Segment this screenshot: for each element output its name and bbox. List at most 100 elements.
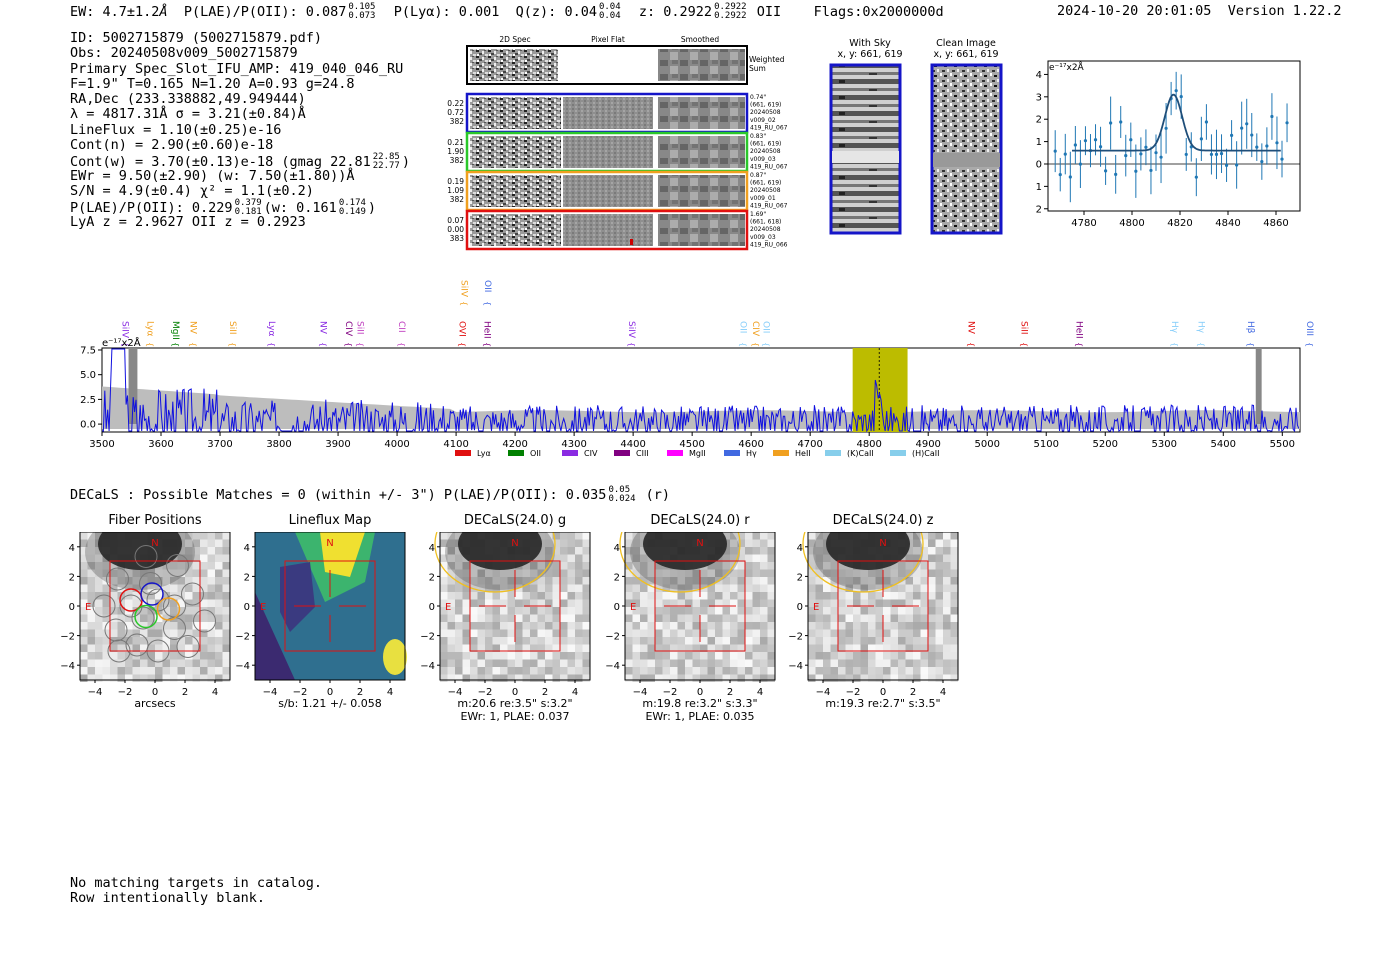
- image-pixel: [722, 569, 730, 577]
- image-pixel: [685, 644, 693, 652]
- cutout-row-value: 383: [450, 234, 465, 243]
- cutout-row-fiber-label: v009_03: [750, 156, 776, 163]
- image-pixel: [125, 629, 133, 637]
- image-pixel: [662, 592, 670, 600]
- image-pixel: [745, 622, 753, 630]
- image-pixel: [700, 599, 708, 607]
- image-pixel: [170, 607, 178, 615]
- image-pixel: [447, 592, 455, 600]
- north-marker: N: [879, 538, 886, 549]
- image-pixel: [640, 562, 648, 570]
- image-pixel: [515, 652, 523, 660]
- image-pixel: [192, 607, 200, 615]
- image-pixel: [632, 592, 640, 600]
- cutout-row-value: 1.90: [447, 147, 464, 156]
- image-pixel: [455, 637, 463, 645]
- info-sn: S/N = 4.9(±0.4) χ² = 1.1(±0.2): [70, 182, 314, 199]
- image-pixel: [530, 607, 538, 615]
- footer-line-2: Row intentionally blank.: [70, 890, 266, 906]
- image-pixel: [640, 577, 648, 585]
- zoom-data-point: [1109, 121, 1113, 125]
- image-pixel: [87, 547, 95, 555]
- cutout-row-fiber-label: (661, 619): [750, 141, 781, 148]
- image-pixel: [117, 637, 125, 645]
- image-pixel: [140, 614, 148, 622]
- image-pixel: [815, 614, 823, 622]
- spectrum-y-tick-label: 7.5: [80, 345, 96, 356]
- image-pixel: [883, 569, 891, 577]
- zoom-data-point: [1224, 163, 1229, 167]
- image-pixel: [898, 569, 906, 577]
- image-pixel: [222, 554, 230, 562]
- image-pixel: [808, 554, 816, 562]
- image-pixel: [707, 667, 715, 675]
- image-pixel: [192, 539, 200, 547]
- image-pixel: [767, 644, 775, 652]
- aperture-ellipse: [802, 532, 924, 593]
- image-pixel: [860, 637, 868, 645]
- image-pixel: [707, 607, 715, 615]
- image-pixel: [745, 539, 753, 547]
- image-pixel: [215, 667, 223, 675]
- image-pixel: [920, 577, 928, 585]
- image-pixel: [632, 659, 640, 667]
- image-pixel: [447, 667, 455, 675]
- image-pixel: [868, 659, 876, 667]
- zoom-data-point: [1194, 175, 1198, 179]
- image-pixel: [655, 584, 663, 592]
- image-pixel: [507, 629, 515, 637]
- image-pixel: [715, 652, 723, 660]
- cutout-row-fiber-label: 419_RU_067: [750, 124, 788, 131]
- with-sky-coords: x, y: 661, 619: [837, 49, 903, 60]
- zoom-data-point: [1285, 121, 1289, 125]
- image-pixel: [110, 584, 118, 592]
- image-pixel: [692, 569, 700, 577]
- cutout-2d-spec: [470, 175, 561, 207]
- image-pixel: [898, 614, 906, 622]
- image-pixel: [692, 659, 700, 667]
- image-pixel: [875, 644, 883, 652]
- image-pixel: [147, 659, 155, 667]
- image-pixel: [883, 614, 891, 622]
- image-pixel: [80, 539, 88, 547]
- image-pixel: [192, 637, 200, 645]
- image-pixel: [752, 674, 760, 682]
- image-pixel: [440, 674, 448, 682]
- image-pixel: [808, 569, 816, 577]
- image-pixel: [943, 592, 951, 600]
- spectrum-axes: 3500 3600 3700 3800 3900 4000 4100 4200 4300 4400…: [80, 345, 1295, 450]
- east-marker: E: [813, 602, 819, 613]
- image-pixel: [537, 622, 545, 630]
- image-pixel: [700, 569, 708, 577]
- image-pixel: [440, 614, 448, 622]
- image-pixel: [567, 577, 575, 585]
- image-pixel: [537, 577, 545, 585]
- image-pixel: [132, 637, 140, 645]
- image-pixel: [943, 644, 951, 652]
- zoom-data-point: [1154, 151, 1158, 155]
- image-pixel: [447, 539, 455, 547]
- info-contw-row: Cont(w) = 3.70(±0.13)e-18 (gmag 22.81 22.…: [70, 152, 410, 172]
- image-pixel: [87, 674, 95, 682]
- image-pixel: [920, 629, 928, 637]
- image-pixel: [767, 629, 775, 637]
- image-pixel: [625, 629, 633, 637]
- image-pixel: [808, 667, 816, 675]
- image-pixel: [192, 644, 200, 652]
- image-pixel: [632, 637, 640, 645]
- image-pixel: [507, 614, 515, 622]
- info-ewr: EWr = 9.50(±2.90) (w: 7.50(±1.80))Å: [70, 167, 355, 184]
- image-pixel: [928, 592, 936, 600]
- clean-image-title-block: Clean Image x, y: 661, 619: [916, 38, 1016, 60]
- image-pixel: [707, 577, 715, 585]
- image-pixel: [177, 637, 185, 645]
- image-pixel: [662, 629, 670, 637]
- legend-swatch: [455, 450, 471, 456]
- spectrum-x-tick-label: 4700: [797, 439, 822, 450]
- image-pixel: [905, 562, 913, 570]
- image-pixel: [440, 539, 448, 547]
- image-pixel: [470, 644, 478, 652]
